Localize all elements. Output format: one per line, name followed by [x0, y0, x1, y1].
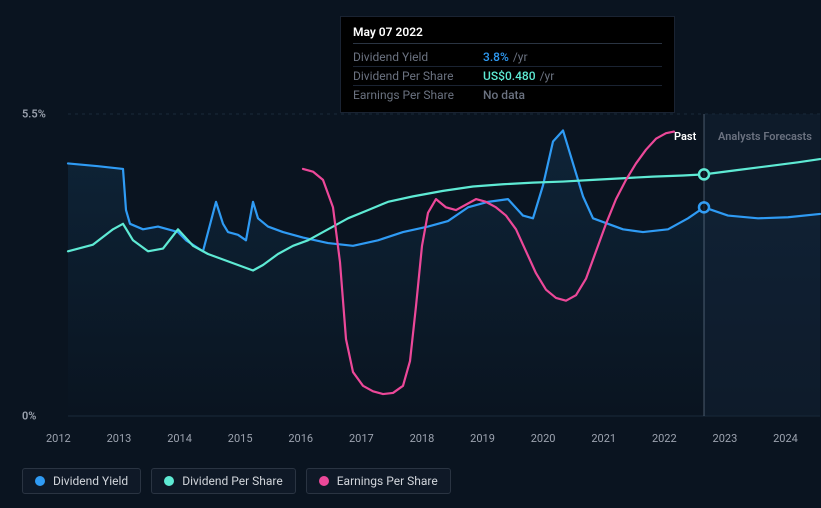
x-axis-tick: 2018 [410, 432, 435, 445]
forecast-region-label: Analysts Forecasts [718, 130, 812, 143]
tooltip-row: Earnings Per ShareNo data [353, 86, 662, 104]
x-axis-tick: 2021 [591, 432, 616, 445]
legend-item-label: Earnings Per Share [337, 474, 438, 488]
x-axis-tick: 2023 [713, 432, 738, 445]
y-axis-max-label: 5.5% [22, 108, 46, 121]
x-axis-tick: 2020 [531, 432, 556, 445]
legend-dot-icon [319, 476, 329, 486]
legend-item[interactable]: Dividend Yield [22, 468, 141, 494]
past-region-label: Past [674, 130, 696, 143]
tooltip-row-label: Earnings Per Share [353, 88, 483, 102]
legend-item[interactable]: Dividend Per Share [151, 468, 296, 494]
x-axis-tick: 2014 [167, 432, 192, 445]
tooltip-row-unit: /yr [513, 50, 528, 64]
legend-dot-icon [35, 476, 45, 486]
chart-svg [22, 106, 820, 441]
tooltip-row-value: No data [483, 88, 525, 102]
tooltip-row-label: Dividend Yield [353, 50, 483, 64]
x-axis-tick: 2019 [470, 432, 495, 445]
tooltip-row-label: Dividend Per Share [353, 69, 483, 83]
y-axis-min-label: 0% [22, 410, 36, 423]
x-axis-tick: 2017 [349, 432, 374, 445]
tooltip-row-unit: /yr [540, 69, 555, 83]
x-axis-tick: 2016 [288, 432, 313, 445]
chart-tooltip: May 07 2022 Dividend Yield3.8%/yrDividen… [340, 16, 675, 113]
forecast-overlay [704, 114, 820, 416]
tooltip-row: Dividend Yield3.8% /yr [353, 48, 662, 67]
legend-item-label: Dividend Yield [53, 474, 128, 488]
x-axis: 2012 2013 2014 2015 2016 2017 2018 2019 2020 2021… [46, 432, 798, 445]
legend-item[interactable]: Earnings Per Share [306, 468, 451, 494]
tooltip-row-value: 3.8% [483, 50, 509, 64]
tooltip-row: Dividend Per ShareUS$0.480/yr [353, 67, 662, 86]
chart-area: 5.5% 0% [22, 106, 820, 441]
x-axis-tick: 2024 [773, 432, 798, 445]
tooltip-date: May 07 2022 [353, 25, 662, 44]
x-axis-tick: 2015 [228, 432, 253, 445]
chart-legend: Dividend Yield Dividend Per Share Earnings… [22, 468, 451, 494]
legend-item-label: Dividend Per Share [182, 474, 283, 488]
tooltip-row-value: US$0.480 [483, 69, 536, 83]
legend-dot-icon [164, 476, 174, 486]
x-axis-tick: 2012 [46, 432, 71, 445]
x-axis-tick: 2022 [652, 432, 677, 445]
x-axis-tick: 2013 [107, 432, 132, 445]
